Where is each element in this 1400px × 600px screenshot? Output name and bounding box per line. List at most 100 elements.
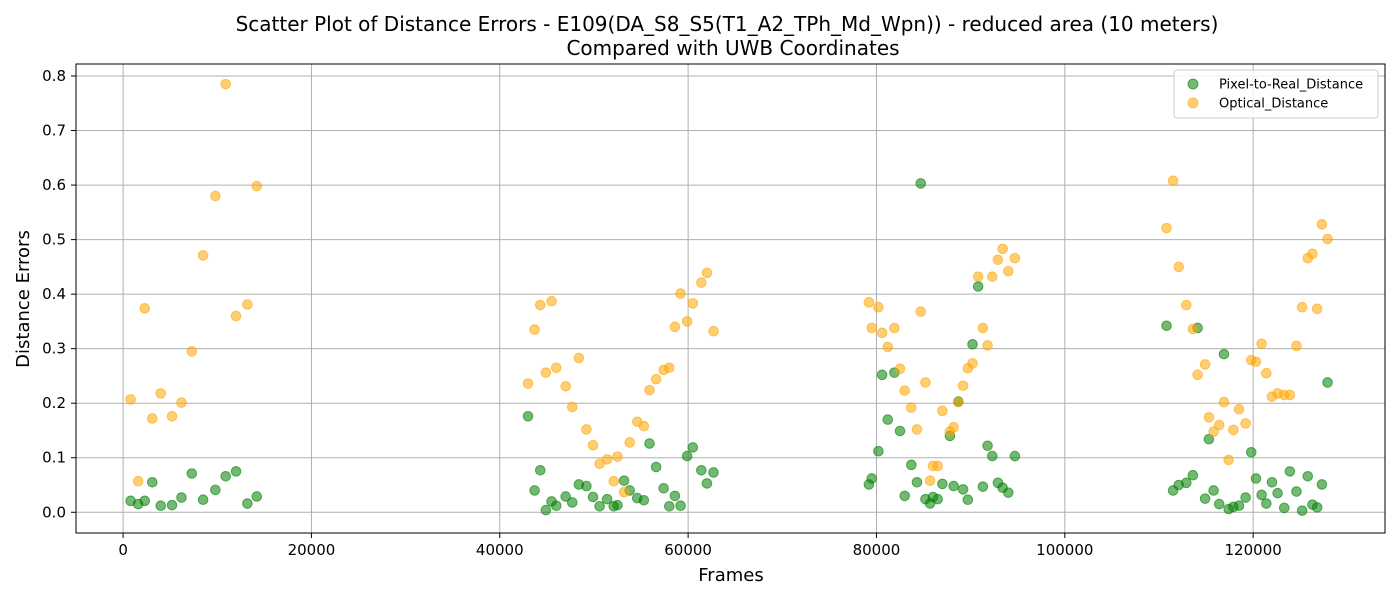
pixel-to-real-point (1245, 446, 1257, 458)
pixel-to-real-point (1278, 502, 1290, 514)
optical-point (155, 388, 167, 399)
pixel-to-real-point (967, 339, 978, 350)
optical-point (624, 437, 636, 448)
optical-point (669, 321, 681, 333)
optical-point (210, 190, 221, 202)
pixel-to-real-point (1009, 450, 1021, 462)
optical-point (1218, 396, 1230, 408)
pixel-to-real-point (139, 495, 151, 507)
optical-point (681, 316, 693, 327)
pixel-to-real-point (251, 491, 263, 502)
pixel-to-real-point (618, 475, 630, 486)
pixel-to-real-point (948, 480, 959, 492)
optical-point (911, 424, 923, 435)
pixel-to-real-point (186, 468, 198, 479)
optical-point (1261, 367, 1272, 379)
pixel-to-real-point (242, 498, 253, 509)
optical-point (1173, 261, 1185, 273)
x-tick-label: 40000 (476, 541, 524, 559)
legend-marker-pixel-to-real (1187, 78, 1199, 90)
pixel-to-real-point (675, 500, 686, 512)
pixel-to-real-point (1003, 487, 1014, 498)
legend-box (1173, 69, 1379, 119)
pixel-to-real-point (906, 459, 917, 471)
optical-point (873, 301, 884, 313)
pixel-to-real-point (658, 482, 669, 494)
optical-point (601, 454, 613, 465)
x-axis-label: Frames (698, 565, 763, 586)
optical-point (1322, 233, 1333, 245)
pixel-to-real-point (166, 499, 178, 511)
pixel-to-real-point (176, 492, 187, 503)
optical-point (1307, 248, 1318, 260)
pixel-to-real-point (146, 476, 158, 488)
y-tick-label: 0.4 (42, 285, 66, 303)
optical-point (866, 322, 878, 334)
optical-point (251, 180, 263, 192)
optical-point (146, 413, 158, 424)
optical-point (132, 475, 144, 487)
optical-point (1203, 412, 1215, 423)
optical-point (230, 310, 242, 322)
pixel-to-real-point (982, 440, 993, 452)
pixel-to-real-point (644, 438, 655, 449)
optical-point (1180, 299, 1192, 311)
pixel-to-real-point (866, 473, 878, 484)
optical-point (953, 396, 964, 408)
optical-point (894, 363, 906, 375)
legend-label-pixel-to-real: Pixel-to-Real_Distance (1219, 78, 1363, 93)
optical-point (560, 381, 571, 392)
y-tick-label: 0.3 (42, 340, 66, 358)
pixel-to-real-point (669, 490, 681, 502)
pixel-to-real-point (638, 494, 650, 506)
optical-point (957, 380, 969, 392)
pixel-to-real-point (594, 500, 605, 512)
optical-point (587, 439, 599, 451)
y-tick-label: 0.5 (42, 231, 66, 249)
optical-point (987, 271, 998, 282)
optical-point (1240, 418, 1251, 429)
optical-point (863, 297, 875, 308)
pixel-to-real-point (1302, 470, 1314, 482)
optical-point (937, 405, 948, 417)
y-tick-label: 0.0 (42, 503, 66, 521)
pixel-to-real-point (1296, 505, 1308, 516)
legend-marker-optical (1187, 97, 1199, 109)
x-axis-ticks: 0 20000 40000 60000 80000 100000 120000 (118, 533, 1282, 559)
optical-point (663, 362, 675, 374)
plot-area-frame (75, 63, 1386, 534)
optical-point (612, 451, 623, 462)
pixel-to-real-point (1208, 485, 1219, 496)
pixel-to-real-point (612, 499, 623, 511)
pixel-to-real-point (972, 281, 984, 292)
optical-point (522, 378, 534, 389)
optical-point (915, 306, 927, 317)
pixel-to-real-point (210, 484, 221, 496)
pixel-to-real-point (663, 500, 675, 512)
pixel-to-real-point (230, 466, 242, 477)
optical-point (906, 402, 917, 413)
optical-point (529, 324, 540, 335)
pixel-to-real-point (1272, 487, 1283, 499)
optical-point (1296, 301, 1308, 313)
optical-point (1161, 222, 1172, 234)
optical-point (1228, 424, 1239, 436)
pixel-to-real-point (708, 467, 719, 478)
optical-point (546, 295, 557, 307)
optical-point (876, 327, 888, 339)
optical-point (920, 377, 931, 388)
optical-point (675, 288, 686, 299)
pixel-to-real-point (587, 491, 599, 503)
x-tick-label: 100000 (1036, 541, 1093, 559)
pixel-to-real-point (540, 504, 552, 516)
optical-point (534, 299, 546, 311)
optical-point (924, 475, 936, 486)
pixel-to-real-point (1203, 433, 1215, 445)
optical-point (1167, 175, 1179, 187)
pixel-to-real-point (987, 450, 998, 462)
x-tick-label: 0 (118, 541, 128, 559)
pixel-to-real-point (882, 414, 894, 425)
pixel-to-real-point (1161, 320, 1172, 332)
pixel-to-real-point (1284, 466, 1296, 477)
